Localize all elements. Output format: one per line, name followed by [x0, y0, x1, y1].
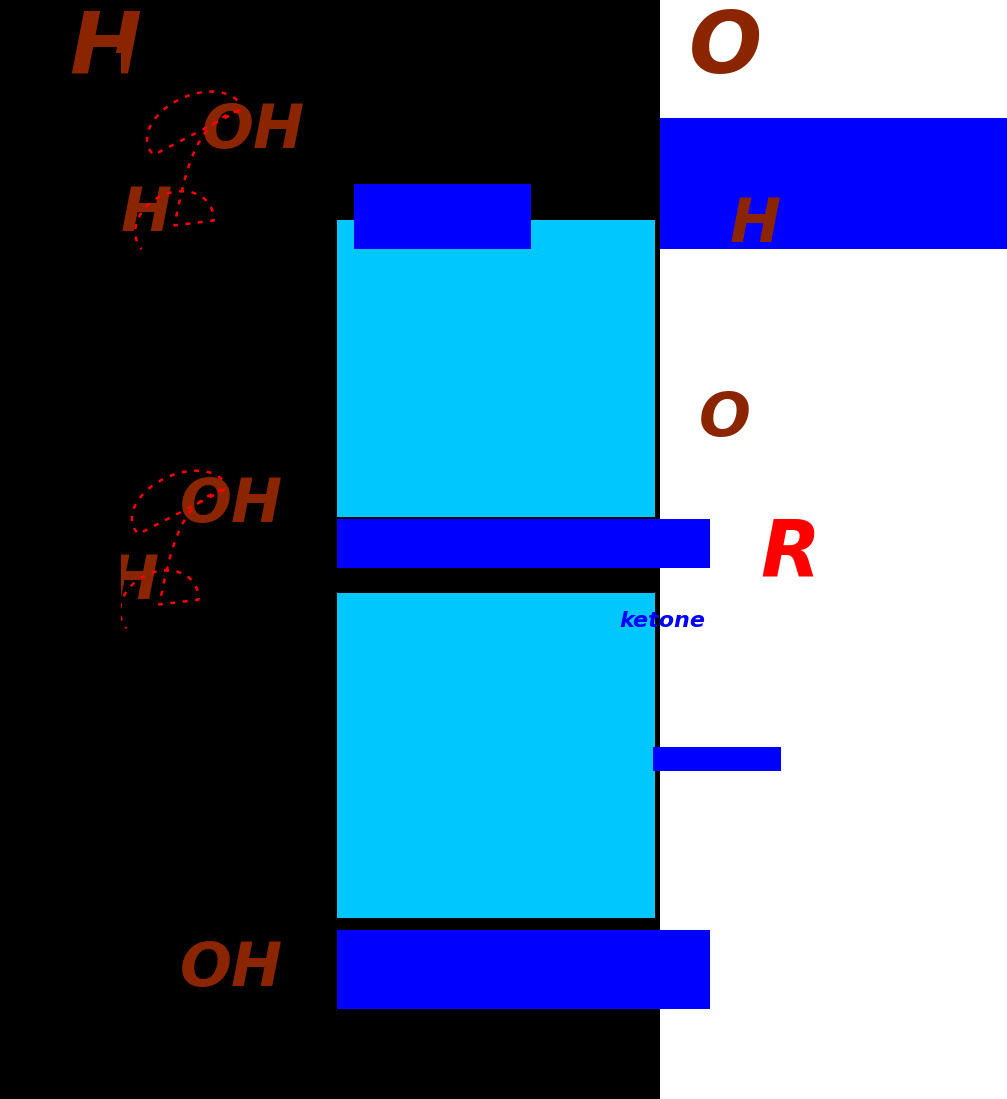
Text: ketone: ketone: [619, 611, 706, 631]
Text: alcohol: alcohol: [665, 230, 724, 247]
Bar: [354, 184, 531, 249]
Bar: [653, 747, 781, 771]
Text: OH: OH: [180, 940, 283, 999]
Text: being: being: [665, 190, 711, 208]
Text: H: H: [730, 196, 780, 255]
Bar: [96, 53, 121, 1064]
Text: alcohol: alcohol: [359, 192, 419, 210]
Text: OH: OH: [202, 102, 305, 162]
Text: H: H: [69, 8, 142, 91]
Text: The: The: [665, 131, 696, 148]
Text: OH: OH: [180, 476, 283, 535]
Bar: [660, 118, 1007, 249]
Text: H: H: [121, 185, 171, 244]
Text: s: s: [996, 211, 1005, 229]
Bar: [337, 519, 710, 568]
Text: aldehyde: aldehyde: [347, 961, 430, 978]
Text: H: H: [108, 553, 158, 612]
Bar: [660, 0, 1007, 1099]
Text: O: O: [699, 390, 751, 449]
Text: aldehyde: aldehyde: [655, 752, 737, 769]
Bar: [337, 593, 655, 918]
Text: aldehyde: aldehyde: [347, 532, 430, 550]
Text: oxidised: oxidised: [665, 210, 734, 227]
Text: is: is: [665, 170, 678, 188]
Bar: [337, 220, 655, 517]
Text: R: R: [760, 517, 821, 593]
Bar: [337, 930, 710, 1009]
Text: primary: primary: [359, 211, 425, 229]
Text: alcohol: alcohol: [359, 230, 419, 247]
Text: alcohol: alcohol: [665, 151, 724, 168]
Text: O: O: [689, 8, 761, 91]
